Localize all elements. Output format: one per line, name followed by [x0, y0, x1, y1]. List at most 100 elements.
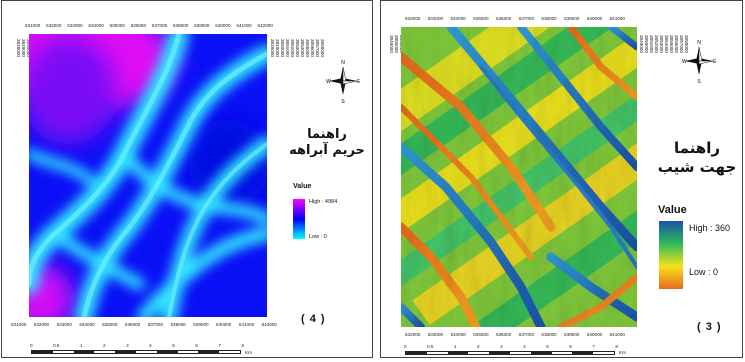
x-tick-label: 632000 [33, 322, 50, 327]
x-tick-label: 635000 [102, 322, 118, 327]
slope-aspect-raster-map [401, 27, 637, 327]
scale-label: 7 [218, 343, 221, 348]
x-axis-ticks-top: 632000 633000 634000 635000 636000 637000 6380… [405, 16, 625, 21]
scale-label: 0 [30, 343, 33, 348]
x-tick-label: 634000 [450, 332, 466, 337]
x-tick-label: 636000 [124, 322, 141, 327]
x-tick-label: 636000 [495, 16, 512, 21]
y-tick-label: 3851000 [649, 35, 654, 53]
y-tick-label: 3854000 [300, 39, 305, 57]
x-tick-label: 636000 [130, 23, 147, 28]
terrain-texture [401, 27, 637, 327]
scale-bar [405, 351, 615, 355]
x-tick-label: 633000 [56, 322, 72, 327]
y-tick-label: 3858000 [320, 39, 325, 57]
x-tick-label: 635000 [473, 332, 489, 337]
scale-label: 8 [241, 343, 244, 348]
compass-e: E [713, 59, 717, 65]
stream-line-1 [29, 34, 182, 287]
scale-label: 2 [103, 343, 106, 348]
x-tick-label: 639000 [564, 332, 580, 337]
legend-title-line2: جهت شيب [657, 157, 737, 176]
y-tick-label: 3854000 [664, 35, 669, 53]
x-axis-ticks-top: 631000 632000 633000 634000 635000 636000 6370… [25, 23, 273, 28]
x-tick-label: 642000 [257, 23, 273, 28]
x-tick-label: 636000 [495, 332, 512, 337]
x-tick-label: 640000 [586, 332, 603, 337]
y-axis-ticks-right: 3858000 3857000 3856000 3855000 3854000 38530… [639, 35, 689, 320]
scale-label: 3 [500, 344, 503, 349]
stream-buffer-7 [29, 149, 94, 184]
scale-label: 5 [172, 343, 175, 348]
x-tick-label: 640000 [586, 16, 603, 21]
x-tick-label: 633000 [67, 23, 83, 28]
scale-label: 1 [79, 343, 83, 348]
scale-bar [31, 350, 241, 354]
stream-line-3 [167, 142, 267, 317]
x-tick-label: 641000 [238, 322, 255, 327]
x-tick-label: 634000 [79, 322, 95, 327]
legend-high-label: High : 4984 [309, 199, 338, 205]
x-tick-label: 638000 [541, 16, 557, 21]
y-tick-label: 3849000 [389, 35, 394, 53]
compass-s: S [697, 79, 701, 85]
map-caption: ( 4 ) [301, 313, 326, 325]
legend-low-label: Low : 0 [309, 234, 327, 240]
compass-s: S [341, 99, 345, 105]
scale-unit: Km [245, 350, 252, 355]
y-tick-label: 3853000 [659, 35, 664, 53]
distance-raster-map [29, 34, 267, 317]
x-tick-label: 632000 [405, 16, 421, 21]
x-tick-label: 637000 [147, 322, 164, 327]
y-axis-ticks-right: 3858000 3857000 3856000 3855000 3854000 38530… [270, 39, 325, 314]
legend-title-line1: راهنما [674, 139, 720, 157]
x-tick-label: 632000 [46, 23, 62, 28]
x-axis-ticks-bottom: 631000 632000 633000 634000 635000 636000 6370… [11, 322, 277, 327]
stream-buffer-6 [48, 228, 145, 290]
scale-label: 4 [149, 343, 152, 348]
compass-w: W [682, 59, 687, 65]
scale-label: 4 [523, 344, 526, 349]
legend-title: راهنما جهت شيب [657, 139, 737, 177]
compass-n: N [341, 60, 345, 66]
compass-e: E [357, 79, 361, 85]
scale-bar-labels: 0 0.5 1 2 3 4 5 6 7 8 [404, 344, 618, 349]
y-tick-label: 3852000 [290, 39, 295, 57]
y-tick-label: 3851000 [285, 39, 290, 57]
legend-value-label: Value [658, 204, 687, 216]
x-tick-label: 637000 [151, 23, 168, 28]
scale-unit: Km [619, 350, 626, 355]
x-tick-label: 633000 [427, 332, 444, 337]
stream-buffer-5 [118, 148, 267, 225]
map-caption: ( 3 ) [697, 321, 722, 333]
north-arrow-icon: N S W E [682, 40, 717, 85]
scale-label: 0.5 [53, 343, 60, 348]
x-tick-label: 637000 [518, 332, 535, 337]
x-tick-label: 639000 [564, 16, 580, 21]
stream-buffer-4 [137, 227, 267, 317]
y-tick-label: 3857000 [679, 35, 684, 53]
y-tick-label: 3848000 [16, 39, 21, 57]
map-panel-4: 631000 632000 633000 634000 635000 636000 6370… [1, 0, 373, 358]
scale-label: 8 [615, 344, 618, 349]
y-tick-label: 3856000 [674, 35, 679, 53]
scale-label: 2 [477, 344, 480, 349]
map-panel-3: 632000 633000 634000 635000 636000 637000 6380… [380, 0, 743, 358]
x-tick-label: 639000 [194, 23, 210, 28]
y-tick-label: 3852000 [654, 35, 659, 53]
x-tick-label: 639000 [193, 322, 209, 327]
y-tick-label: 3855000 [305, 39, 310, 57]
x-tick-label: 641000 [236, 23, 252, 28]
y-tick-label: 3856000 [310, 39, 315, 57]
north-arrow-icon: N S W E [326, 60, 361, 105]
scale-label: 3 [126, 343, 129, 348]
x-tick-label: 634000 [88, 23, 104, 28]
stream-line-2 [81, 51, 267, 317]
x-tick-label: 642000 [261, 322, 277, 327]
x-tick-label: 638000 [541, 332, 557, 337]
legend-title-line2: حريم آبراهه [289, 143, 365, 159]
x-axis-ticks-bottom: 632000 633000 634000 635000 636000 637000 6380… [405, 332, 625, 337]
x-tick-label: 637000 [518, 16, 535, 21]
scale-label: 1 [453, 344, 457, 349]
y-tick-label: 3849000 [639, 35, 644, 53]
